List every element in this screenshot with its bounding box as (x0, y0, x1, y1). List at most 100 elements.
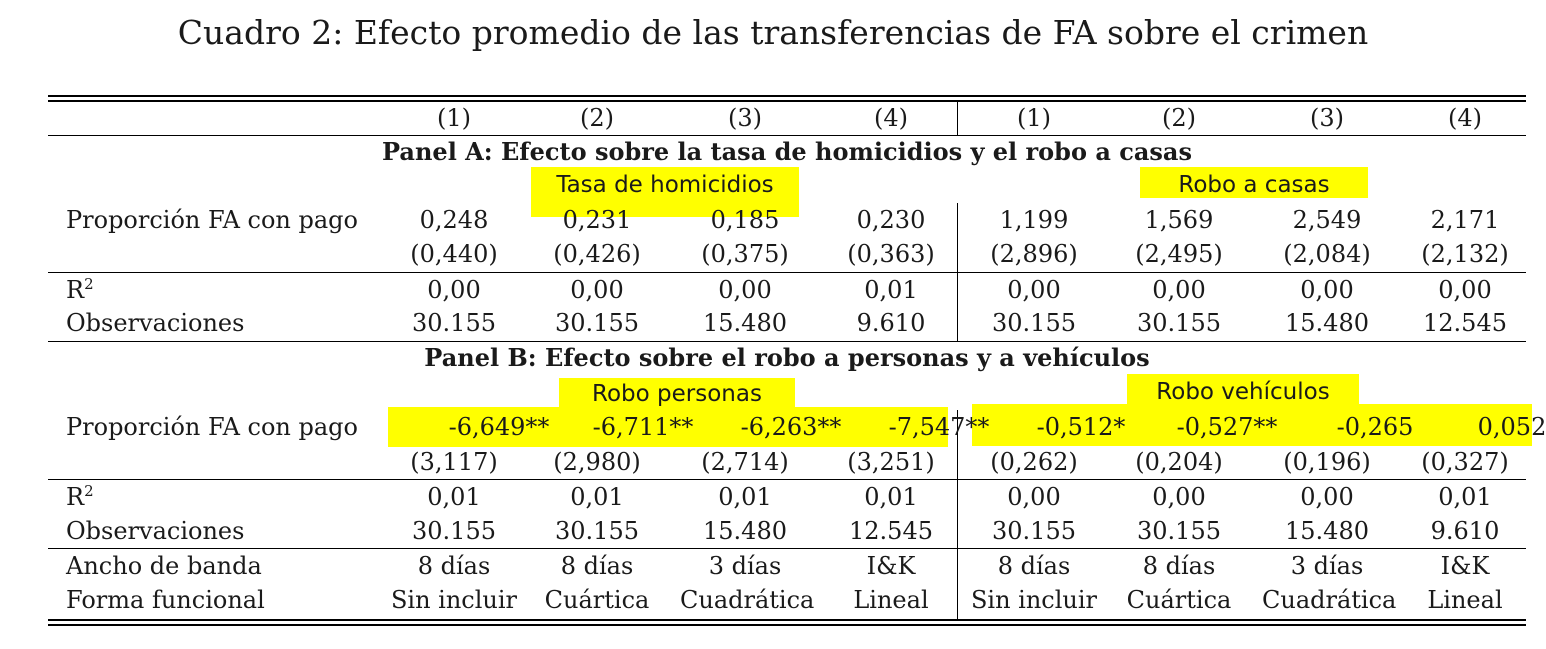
functional-form-row: Forma funcional Sin incluir Cuártica Cua… (48, 583, 1526, 617)
table-cell: 12.545 (1423, 309, 1507, 337)
col-header: (3) (728, 104, 762, 132)
table-cell: 0,00 (1007, 276, 1061, 304)
bottom-rule-2 (48, 624, 1526, 626)
table-cell: (2,495) (1135, 240, 1223, 268)
col-header: (1) (437, 104, 471, 132)
highlight-tasa-homicidios (531, 167, 799, 217)
table-cell: 8 días (417, 552, 491, 580)
table-cell: (2,980) (553, 448, 641, 476)
table-cell: Cuadrática (1262, 586, 1397, 614)
vsep-header (957, 100, 958, 135)
table-cell: 0,00 (1300, 276, 1354, 304)
col-header: (1) (1017, 104, 1051, 132)
table-cell: Lineal (853, 586, 929, 614)
vsep-panel-b (957, 410, 958, 620)
row-label-r2: R2 (66, 480, 94, 514)
highlight-robo-casas (1140, 167, 1368, 198)
table-cell: 0,00 (427, 276, 481, 304)
panel-b-se-row: (3,117) (2,980) (2,714) (3,251) (0,262) … (48, 445, 1526, 479)
table-cell: 0,01 (1438, 483, 1492, 511)
col-header: (3) (1310, 104, 1344, 132)
highlight-robo-vehiculos (1127, 374, 1359, 408)
row-label: Observaciones (66, 517, 245, 545)
col-header: (2) (1162, 104, 1196, 132)
group-label-robo-vehiculos: Robo vehículos (1156, 379, 1330, 405)
table-cell: (2,084) (1283, 240, 1371, 268)
r2-base: R (66, 276, 85, 304)
table-cell: -7,547** (888, 413, 990, 441)
highlight-robo-personas (559, 378, 795, 410)
r2-exponent: 2 (84, 275, 94, 293)
highlight-coef-b-left (388, 407, 948, 447)
group-label-tasa-homicidios: Tasa de homicidios (556, 172, 774, 198)
table-cell: 2,549 (1292, 206, 1362, 234)
table-cell: (0,375) (701, 240, 789, 268)
table-caption: Cuadro 2: Efecto promedio de las transfe… (177, 13, 1369, 52)
table-cell: 3 días (708, 552, 782, 580)
table-cell: -6,711** (592, 413, 694, 441)
table-cell: 0,230 (856, 206, 926, 234)
table-cell: 0,185 (710, 206, 780, 234)
panel-a-heading: Panel A: Efecto sobre la tasa de homicid… (382, 137, 1192, 166)
table-cell: 8 días (997, 552, 1071, 580)
table-cell: -6,649** (448, 413, 550, 441)
bottom-rule-1 (48, 619, 1526, 621)
table-cell: (3,251) (847, 448, 935, 476)
panel-a-coef-row: Proporción FA con pago 0,248 0,231 0,185… (48, 203, 1526, 237)
table-cell: 12.545 (849, 517, 933, 545)
table-cell: 1,199 (999, 206, 1069, 234)
table-cell: I&K (866, 552, 916, 580)
col-header: (4) (874, 104, 908, 132)
table-cell: 15.480 (703, 309, 787, 337)
table-cell: 0,248 (419, 206, 489, 234)
header-rule (48, 135, 1526, 136)
table-cell: (0,327) (1421, 448, 1509, 476)
table-cell: (0,426) (553, 240, 641, 268)
table-cell: 30.155 (1137, 517, 1221, 545)
panel-b-bottom-rule (48, 548, 1526, 549)
row-label: Ancho de banda (66, 552, 262, 580)
table-cell: 0,00 (718, 276, 772, 304)
row-label: Proporción FA con pago (66, 413, 358, 441)
row-label-r2: R2 (66, 273, 94, 307)
table-cell: 0,00 (1152, 276, 1206, 304)
panel-a-se-row: (0,440) (0,426) (0,375) (0,363) (2,896) … (48, 237, 1526, 271)
panel-b-r2-row: R2 0,01 0,01 0,01 0,01 0,00 0,00 0,00 0,… (48, 480, 1526, 514)
panel-a-bottom-rule (48, 341, 1526, 342)
table-cell: 1,569 (1144, 206, 1214, 234)
r2-exponent: 2 (84, 482, 94, 500)
panel-b-coef-row: Proporción FA con pago -6,649** -6,711**… (48, 410, 1546, 444)
table-cell: 30.155 (555, 517, 639, 545)
table-cell: Cuártica (1126, 586, 1232, 614)
table-cell: (0,440) (410, 240, 498, 268)
table-cell: 30.155 (412, 309, 496, 337)
table-cell: 3 días (1290, 552, 1364, 580)
row-label: Forma funcional (66, 586, 265, 614)
table-cell: 8 días (560, 552, 634, 580)
table-cell: (0,196) (1283, 448, 1371, 476)
table-cell: 9.610 (856, 309, 926, 337)
r2-base: R (66, 483, 85, 511)
table-cell: Lineal (1427, 586, 1503, 614)
table-cell: -0,265 (1336, 413, 1414, 441)
table-cell: (0,262) (990, 448, 1078, 476)
table-cell: -0,527** (1176, 413, 1278, 441)
table-cell: (2,132) (1421, 240, 1509, 268)
table-cell: 0,00 (1007, 483, 1061, 511)
table-cell: 0,00 (1152, 483, 1206, 511)
table-cell: Cuadrática (680, 586, 815, 614)
table-cell: 2,171 (1430, 206, 1500, 234)
table-cell: 30.155 (1137, 309, 1221, 337)
panel-b-stats-rule (48, 479, 1526, 480)
table-cell: 15.480 (703, 517, 787, 545)
highlight-coef-b-right (972, 404, 1532, 446)
table-cell: 15.480 (1285, 517, 1369, 545)
row-label: Proporción FA con pago (66, 206, 358, 234)
table-cell: 15.480 (1285, 309, 1369, 337)
column-header-row: (1) (2) (3) (4) (1) (2) (3) (4) (48, 101, 1526, 135)
panel-a-r2-row: R2 0,00 0,00 0,00 0,01 0,00 0,00 0,00 0,… (48, 273, 1526, 307)
table-cell: 0,01 (427, 483, 481, 511)
table-cell: -6,263** (740, 413, 842, 441)
table-cell: 0,01 (864, 276, 918, 304)
col-header: (2) (580, 104, 614, 132)
